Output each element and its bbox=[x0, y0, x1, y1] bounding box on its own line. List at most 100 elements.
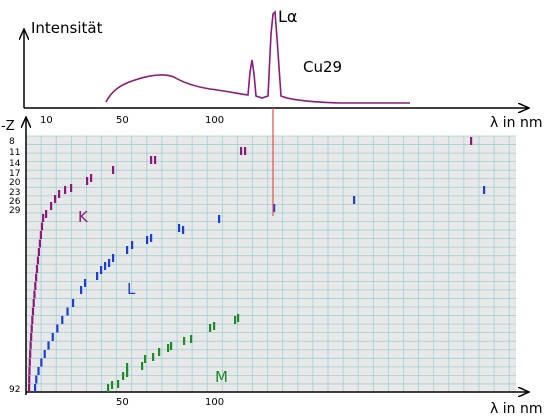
z-tick-8: 8 bbox=[9, 137, 15, 147]
k-line-mark bbox=[86, 177, 89, 185]
l-line-mark bbox=[273, 204, 276, 212]
k-line-mark bbox=[150, 156, 153, 164]
top-spectrum-plot: Intensität λ in nm 10 50 100 Cu29 Lα bbox=[24, 7, 542, 131]
z-tick-20: 20 bbox=[9, 178, 21, 188]
l-line-mark bbox=[178, 224, 181, 232]
l-line-mark bbox=[66, 307, 69, 316]
z-tick-17: 17 bbox=[9, 169, 20, 179]
l-line-mark bbox=[80, 286, 83, 294]
l-line-mark bbox=[182, 226, 185, 234]
k-line-mark bbox=[36, 256, 40, 265]
z-tick-11: 11 bbox=[9, 148, 20, 158]
z-tick-29: 29 bbox=[9, 206, 21, 216]
l-line-mark bbox=[131, 241, 134, 249]
k-line-mark bbox=[29, 350, 32, 358]
l-line-mark bbox=[84, 279, 87, 287]
m-line-mark bbox=[107, 384, 110, 392]
m-line-mark bbox=[158, 348, 161, 356]
k-line-mark bbox=[30, 333, 33, 341]
k-line-mark bbox=[28, 384, 31, 392]
m-line-mark bbox=[117, 380, 120, 388]
k-line-mark bbox=[90, 174, 93, 182]
element-label: Cu29 bbox=[303, 58, 342, 76]
k-line-mark bbox=[31, 316, 34, 324]
z-ticks: 8 11 14 17 20 23 26 29 92 bbox=[9, 137, 21, 395]
top-x-axis-label: λ in nm bbox=[490, 115, 542, 131]
l-line-mark bbox=[96, 272, 99, 280]
k-line-mark bbox=[244, 147, 247, 155]
bottom-y-axis-label: -Z bbox=[1, 119, 15, 134]
top-x-tick-10: 10 bbox=[40, 115, 53, 126]
m-line-mark bbox=[144, 355, 147, 363]
k-line-mark bbox=[40, 222, 44, 231]
z-tick-14: 14 bbox=[9, 159, 21, 169]
m-line-mark bbox=[141, 362, 144, 370]
k-line-mark bbox=[28, 375, 31, 384]
l-line-mark bbox=[47, 341, 50, 350]
l-line-mark bbox=[37, 367, 40, 375]
l-line-mark bbox=[353, 196, 356, 204]
series-label-l: L bbox=[127, 280, 136, 298]
l-line-mark bbox=[483, 186, 486, 194]
k-line-mark bbox=[33, 290, 36, 299]
m-line-mark bbox=[209, 324, 212, 332]
m-line-mark bbox=[213, 322, 216, 330]
top-y-axis-label: Intensität bbox=[31, 19, 103, 37]
m-line-mark bbox=[183, 337, 186, 345]
top-x-tick-100: 100 bbox=[205, 115, 224, 126]
k-line-mark bbox=[50, 202, 53, 210]
spectrum-curve bbox=[105, 10, 410, 104]
k-line-mark bbox=[112, 166, 115, 174]
k-line-mark bbox=[42, 214, 45, 222]
l-line-mark bbox=[112, 254, 115, 262]
l-line-mark bbox=[56, 324, 59, 333]
k-line-mark bbox=[39, 231, 43, 239]
bottom-x-tick-100: 100 bbox=[205, 397, 224, 408]
bottom-x-tick-50: 50 bbox=[116, 397, 129, 408]
k-line-mark bbox=[34, 282, 37, 290]
k-line-mark bbox=[38, 239, 41, 248]
k-line-mark bbox=[28, 367, 31, 375]
m-line-mark bbox=[111, 381, 114, 389]
k-line-mark bbox=[54, 195, 57, 203]
k-line-mark bbox=[70, 184, 73, 192]
k-line-mark bbox=[154, 156, 157, 164]
l-line-mark bbox=[51, 333, 54, 341]
k-line-mark bbox=[240, 147, 243, 155]
m-line-mark bbox=[190, 335, 193, 343]
k-line-mark bbox=[58, 190, 61, 198]
l-line-mark bbox=[150, 234, 153, 242]
l-line-mark bbox=[146, 236, 149, 244]
k-line-mark bbox=[470, 137, 473, 145]
l-line-mark bbox=[126, 246, 129, 254]
line-marks bbox=[28, 137, 486, 392]
k-line-mark bbox=[35, 273, 38, 282]
k-line-mark bbox=[64, 186, 67, 194]
l-line-mark bbox=[34, 384, 37, 392]
peak-label: Lα bbox=[278, 7, 297, 26]
m-line-mark bbox=[167, 344, 170, 352]
k-line-mark bbox=[37, 248, 40, 256]
l-line-mark bbox=[43, 350, 46, 358]
k-line-mark bbox=[31, 307, 35, 316]
z-tick-23: 23 bbox=[9, 188, 20, 198]
m-line-mark bbox=[152, 353, 155, 361]
m-line-mark bbox=[126, 369, 129, 377]
z-tick-92: 92 bbox=[9, 385, 20, 395]
l-line-mark bbox=[35, 375, 38, 384]
l-line-mark bbox=[100, 266, 103, 274]
series-label-m: M bbox=[215, 368, 228, 386]
l-line-mark bbox=[61, 316, 64, 324]
k-line-mark bbox=[28, 358, 31, 367]
l-line-mark bbox=[40, 358, 43, 367]
z-tick-26: 26 bbox=[9, 197, 21, 207]
m-line-mark bbox=[237, 314, 240, 322]
l-line-mark bbox=[218, 215, 221, 223]
k-line-mark bbox=[35, 265, 39, 273]
k-line-mark bbox=[30, 324, 33, 333]
k-line-mark bbox=[32, 299, 35, 307]
l-line-mark bbox=[108, 259, 111, 267]
m-line-mark bbox=[170, 342, 173, 350]
k-line-mark bbox=[45, 210, 48, 218]
